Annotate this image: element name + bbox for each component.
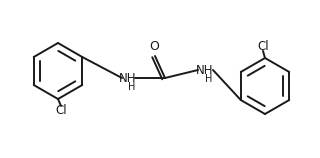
Text: NH: NH	[119, 72, 137, 85]
Text: O: O	[149, 40, 159, 52]
Text: H: H	[205, 74, 213, 84]
Text: Cl: Cl	[55, 104, 67, 118]
Text: Cl: Cl	[257, 40, 269, 52]
Text: NH: NH	[196, 64, 214, 76]
Text: H: H	[128, 82, 136, 92]
